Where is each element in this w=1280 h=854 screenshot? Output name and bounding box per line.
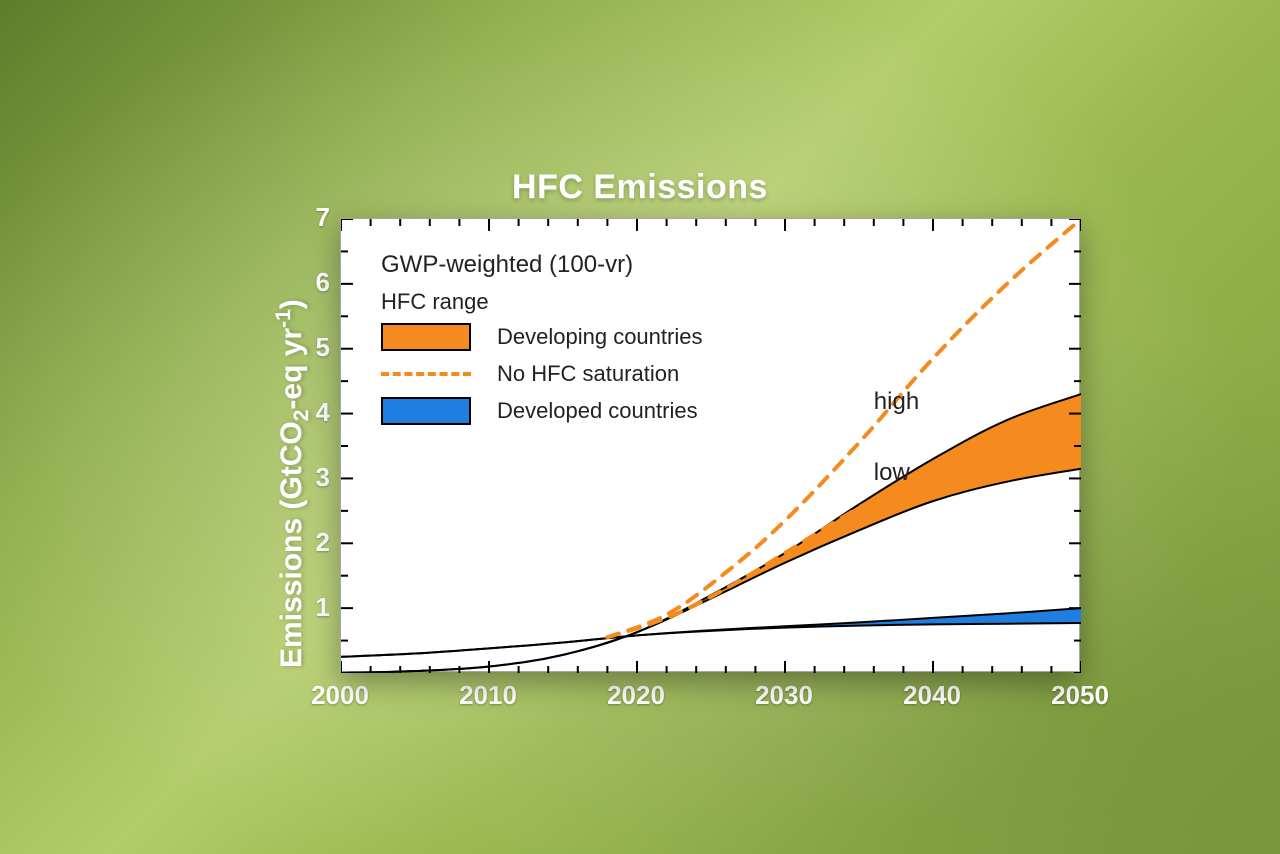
inline-label-high: high	[874, 388, 919, 416]
outline-developing-lower	[341, 469, 1081, 673]
outline-developed-upper	[341, 608, 1081, 657]
legend-label-developing: Developing countries	[497, 324, 702, 350]
legend-row-developing: Developing countries	[381, 323, 702, 351]
x-tick-label: 2030	[739, 680, 829, 711]
legend-label-no-saturation: No HFC saturation	[497, 361, 679, 387]
x-tick-label: 2050	[1035, 680, 1125, 711]
legend-range-label: HFC range	[381, 289, 702, 315]
legend-swatch-developed	[381, 397, 471, 425]
legend-dash-no-saturation	[381, 372, 471, 376]
plot-area: GWP-weighted (100-vr) HFC range Developi…	[340, 218, 1080, 672]
x-tick-label: 2000	[295, 680, 385, 711]
y-tick-label: 1	[296, 592, 330, 623]
y-tick-label: 7	[296, 202, 330, 233]
y-tick-label: 2	[296, 527, 330, 558]
chart-title: HFC Emissions	[0, 168, 1280, 207]
legend-label-developed: Developed countries	[497, 398, 698, 424]
legend-row-developed: Developed countries	[381, 397, 702, 425]
outline-developed-lower	[341, 623, 1081, 657]
y-tick-label: 3	[296, 462, 330, 493]
legend-subtitle: GWP-weighted (100-vr)	[381, 251, 702, 279]
y-tick-label: 4	[296, 397, 330, 428]
chart-stage: HFC Emissions Emissions (GtCO2-eq yr-1) …	[0, 0, 1280, 854]
x-tick-label: 2020	[591, 680, 681, 711]
legend-row-no-sat: No HFC saturation	[381, 361, 702, 387]
x-tick-label: 2010	[443, 680, 533, 711]
inline-label-low: low	[874, 459, 910, 487]
y-tick-label: 6	[296, 267, 330, 298]
x-tick-label: 2040	[887, 680, 977, 711]
legend-swatch-developing	[381, 323, 471, 351]
y-tick-label: 5	[296, 332, 330, 363]
legend: GWP-weighted (100-vr) HFC range Developi…	[381, 251, 702, 435]
